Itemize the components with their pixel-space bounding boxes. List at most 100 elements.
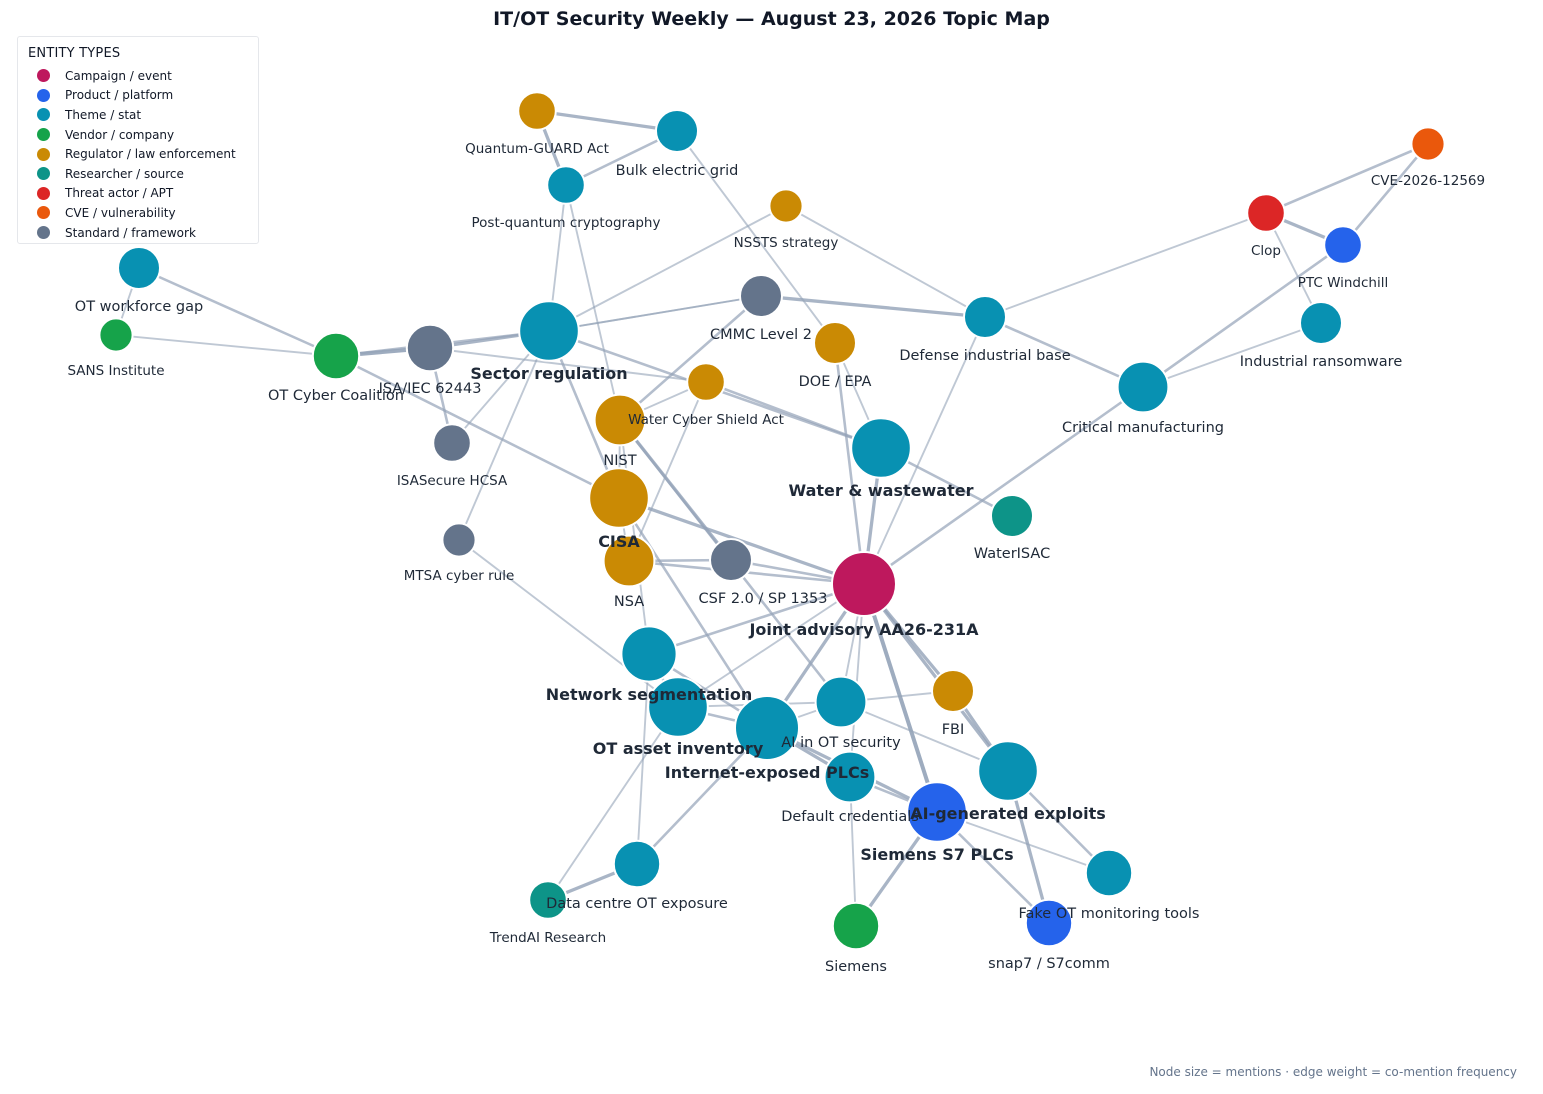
node-water[interactable] (850, 417, 912, 479)
edge-aa26-dib (863, 316, 986, 585)
node-siemens[interactable] (831, 901, 881, 951)
edge-internet_plcs-cisa (617, 496, 769, 730)
edge-crit_mfg-ptc (1141, 243, 1345, 389)
node-quantum[interactable] (517, 91, 557, 131)
node-label-crit_mfg: Critical manufacturing (1062, 420, 1224, 436)
node-label-clop: Clop (1251, 243, 1281, 259)
node-fbi[interactable] (931, 669, 975, 713)
node-label-nsa: NSA (614, 594, 644, 610)
node-label-doe_epa: DOE / EPA (799, 374, 872, 390)
node-label-dc_exposure: Data centre OT exposure (546, 896, 728, 912)
node-waterisac[interactable] (990, 494, 1034, 538)
legend-item-standard: Standard / framework (28, 223, 248, 243)
node-ot_coalition[interactable] (311, 331, 361, 381)
node-clop[interactable] (1246, 193, 1286, 233)
edge-quantum-bulk_grid (535, 109, 679, 133)
edge-aa26-net_seg (647, 582, 866, 656)
node-default_cred[interactable] (823, 750, 877, 804)
node-ind_ransom[interactable] (1299, 301, 1343, 345)
node-label-aa26: Joint advisory AA26-231A (748, 620, 979, 639)
node-workforce[interactable] (117, 246, 161, 290)
edge-dib-nssts (785, 205, 986, 318)
node-label-ai_ot: AI in OT security (781, 735, 901, 751)
edge-dib-crit_mfg (983, 315, 1145, 389)
node-label-bulk_grid: Bulk electric grid (616, 163, 739, 179)
node-isasecure[interactable] (432, 423, 472, 463)
node-label-net_seg: Network segmentation (546, 685, 752, 704)
node-nsa[interactable] (602, 534, 656, 588)
node-label-wcsa: Water Cyber Shield Act (628, 412, 784, 428)
node-label-csf: CSF 2.0 / SP 1353 (699, 591, 828, 607)
edge-aa26-ot_asset (677, 583, 865, 708)
edge-aa26-doe_epa (833, 341, 866, 586)
node-siemens_s7[interactable] (906, 781, 968, 843)
node-trendai[interactable] (528, 880, 568, 920)
node-ai_exploits[interactable] (977, 740, 1039, 802)
edge-cmmc-nist (618, 294, 763, 422)
edge-nist-csf (618, 418, 733, 562)
legend-swatch-theme (37, 108, 50, 122)
node-label-isa62443: ISA/IEC 62443 (379, 381, 482, 397)
node-doe_epa[interactable] (813, 321, 857, 365)
node-cmmc[interactable] (739, 274, 783, 318)
node-sector_reg[interactable] (518, 300, 580, 362)
node-label-fake_tools: Fake OT monitoring tools (1019, 906, 1200, 922)
legend-label: CVE / vulnerability (65, 205, 176, 220)
node-label-siemens_s7: Siemens S7 PLCs (860, 845, 1013, 864)
node-internet_plcs[interactable] (734, 695, 800, 761)
node-pqc[interactable] (546, 165, 586, 205)
node-ptc[interactable] (1323, 225, 1363, 265)
node-label-cve: CVE-2026-12569 (1371, 173, 1485, 189)
node-cisa[interactable] (588, 467, 650, 529)
node-aa26[interactable] (831, 551, 897, 617)
legend-item-researcher: Researcher / source (28, 164, 248, 184)
node-ot_asset[interactable] (647, 676, 709, 738)
legend-items: Campaign / event Product / platform Theme … (28, 66, 248, 242)
node-label-workforce: OT workforce gap (75, 299, 203, 315)
node-label-cmmc: CMMC Level 2 (710, 327, 812, 343)
edge-ot_coalition-sans (115, 334, 337, 357)
edge-dib-clop (984, 212, 1267, 318)
node-label-pqc: Post-quantum cryptography (472, 215, 661, 231)
node-crit_mfg[interactable] (1116, 360, 1170, 414)
page-title: IT/OT Security Weekly — August 23, 2026 … (493, 8, 1050, 30)
edge-cmmc-dib (759, 294, 987, 319)
node-wcsa[interactable] (686, 362, 726, 402)
legend-item-theme: Theme / stat (28, 105, 248, 125)
legend-swatch-vendor (37, 128, 50, 142)
node-label-cisa: CISA (598, 532, 640, 551)
nodes-layer (98, 91, 1446, 951)
node-sans[interactable] (98, 317, 134, 353)
node-isa62443[interactable] (405, 323, 455, 373)
node-dc_exposure[interactable] (612, 839, 662, 889)
edge-ptc-cve (1341, 142, 1430, 247)
legend-title: ENTITY TYPES (28, 46, 121, 61)
node-fake_tools[interactable] (1084, 848, 1134, 898)
edge-crit_mfg-ind_ransom (1142, 322, 1322, 388)
node-csf[interactable] (709, 538, 753, 582)
node-dib[interactable] (963, 295, 1007, 339)
node-snap7[interactable] (1024, 898, 1074, 948)
node-label-fbi: FBI (942, 722, 965, 738)
node-label-waterisac: WaterISAC (974, 546, 1050, 562)
legend-swatch-threat (37, 186, 50, 200)
node-bulk_grid[interactable] (655, 109, 699, 153)
node-ai_ot[interactable] (814, 675, 868, 729)
node-cve[interactable] (1410, 126, 1446, 162)
footnote: Node size = mentions · edge weight = co-… (1149, 1065, 1517, 1079)
node-label-ot_asset: OT asset inventory (593, 739, 764, 758)
legend-swatch-researcher (37, 167, 50, 181)
legend-item-cve: CVE / vulnerability (28, 203, 248, 223)
legend-swatch-campaign (37, 69, 50, 83)
node-nssts[interactable] (768, 188, 804, 224)
edge-nsa-wcsa (628, 381, 707, 562)
node-nist[interactable] (593, 393, 647, 447)
node-label-ai_exploits: AI-generated exploits (910, 804, 1106, 823)
node-label-siemens: Siemens (825, 959, 887, 975)
edge-net_seg-dc_exposure (636, 653, 650, 865)
node-mtsa[interactable] (441, 522, 477, 558)
edge-clop-cve (1264, 142, 1430, 215)
node-net_seg[interactable] (620, 625, 678, 683)
node-label-dib: Defense industrial base (899, 348, 1070, 364)
